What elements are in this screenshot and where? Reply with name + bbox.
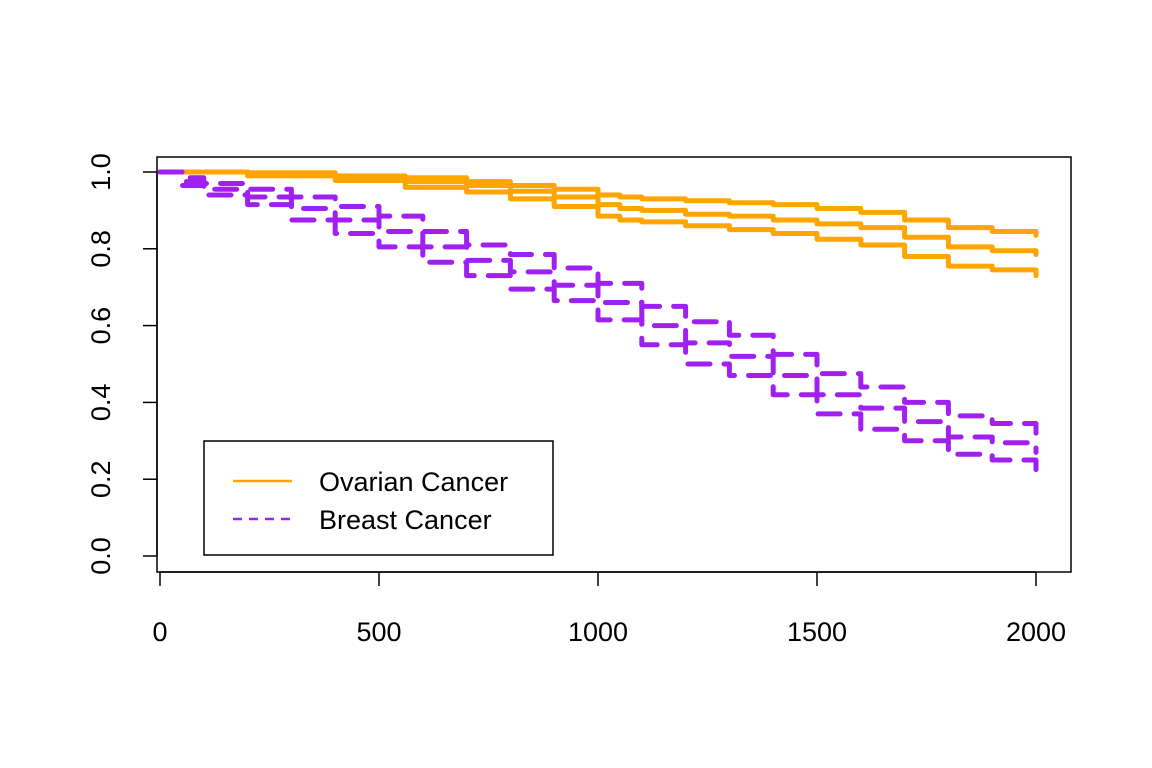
breast-cancer-curve-lower — [157, 169, 1039, 473]
series-layer — [157, 169, 1039, 473]
x-tick-label: 0 — [152, 617, 167, 647]
ovarian-cancer-curve-lower — [157, 169, 1039, 279]
x-axis: 0 500 1000 1500 2000 — [152, 571, 1066, 647]
legend-label-ovarian-cancer: Ovarian Cancer — [319, 467, 508, 497]
legend-label-breast-cancer: Breast Cancer — [319, 505, 492, 535]
y-tick-label: 0.2 — [86, 460, 116, 498]
y-tick-label: 0.0 — [86, 537, 116, 575]
legend-box — [203, 440, 554, 556]
x-tick-label: 1500 — [787, 617, 847, 647]
x-tick-label: 500 — [356, 617, 401, 647]
x-tick-label: 1000 — [568, 617, 628, 647]
x-tick-label: 2000 — [1006, 617, 1066, 647]
y-tick-label: 1.0 — [86, 153, 116, 191]
legend: Ovarian Cancer Breast Cancer — [203, 440, 554, 556]
y-tick-label: 0.8 — [86, 230, 116, 268]
breast-cancer-curve-estimate — [157, 169, 1039, 455]
breast-cancer-curve-upper — [157, 169, 1039, 436]
y-axis: 0.0 0.2 0.4 0.6 0.8 1.0 — [86, 153, 158, 575]
y-tick-label: 0.4 — [86, 384, 116, 422]
y-tick-label: 0.6 — [86, 307, 116, 345]
